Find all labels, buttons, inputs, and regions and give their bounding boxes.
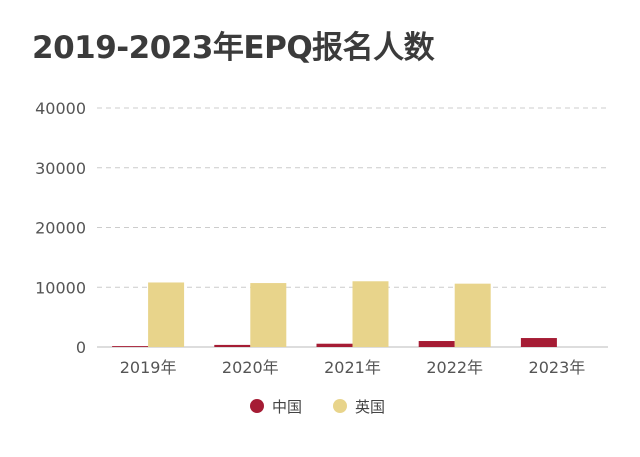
x-tick-label: 2021年 <box>324 358 381 377</box>
y-tick-label: 10000 <box>35 278 86 297</box>
x-tick-label: 2020年 <box>222 358 279 377</box>
bar-china-2023 <box>520 338 557 347</box>
chart-title: 2019-2023年EPQ报名人数 <box>32 30 435 66</box>
y-tick-label: 40000 <box>35 99 86 118</box>
bar-china-2020 <box>214 344 251 347</box>
bar-china-2019 <box>112 346 149 347</box>
y-tick-label: 0 <box>76 338 86 357</box>
legend-marker <box>333 399 347 413</box>
legend-label: 中国 <box>272 398 302 416</box>
x-tick-label: 2019年 <box>120 358 177 377</box>
bar-china-2022 <box>418 341 455 347</box>
bar-china-2021 <box>316 343 353 347</box>
x-tick-label: 2022年 <box>426 358 483 377</box>
bar-uk-2019 <box>148 282 185 347</box>
y-tick-label: 30000 <box>35 159 86 178</box>
legend-marker <box>250 399 264 413</box>
x-tick-label: 2023年 <box>529 358 586 377</box>
y-tick-label: 20000 <box>35 219 86 238</box>
bar-uk-2021 <box>352 281 389 347</box>
bar-uk-2022 <box>454 283 491 347</box>
bar-uk-2020 <box>250 283 287 347</box>
legend-label: 英国 <box>355 398 385 416</box>
